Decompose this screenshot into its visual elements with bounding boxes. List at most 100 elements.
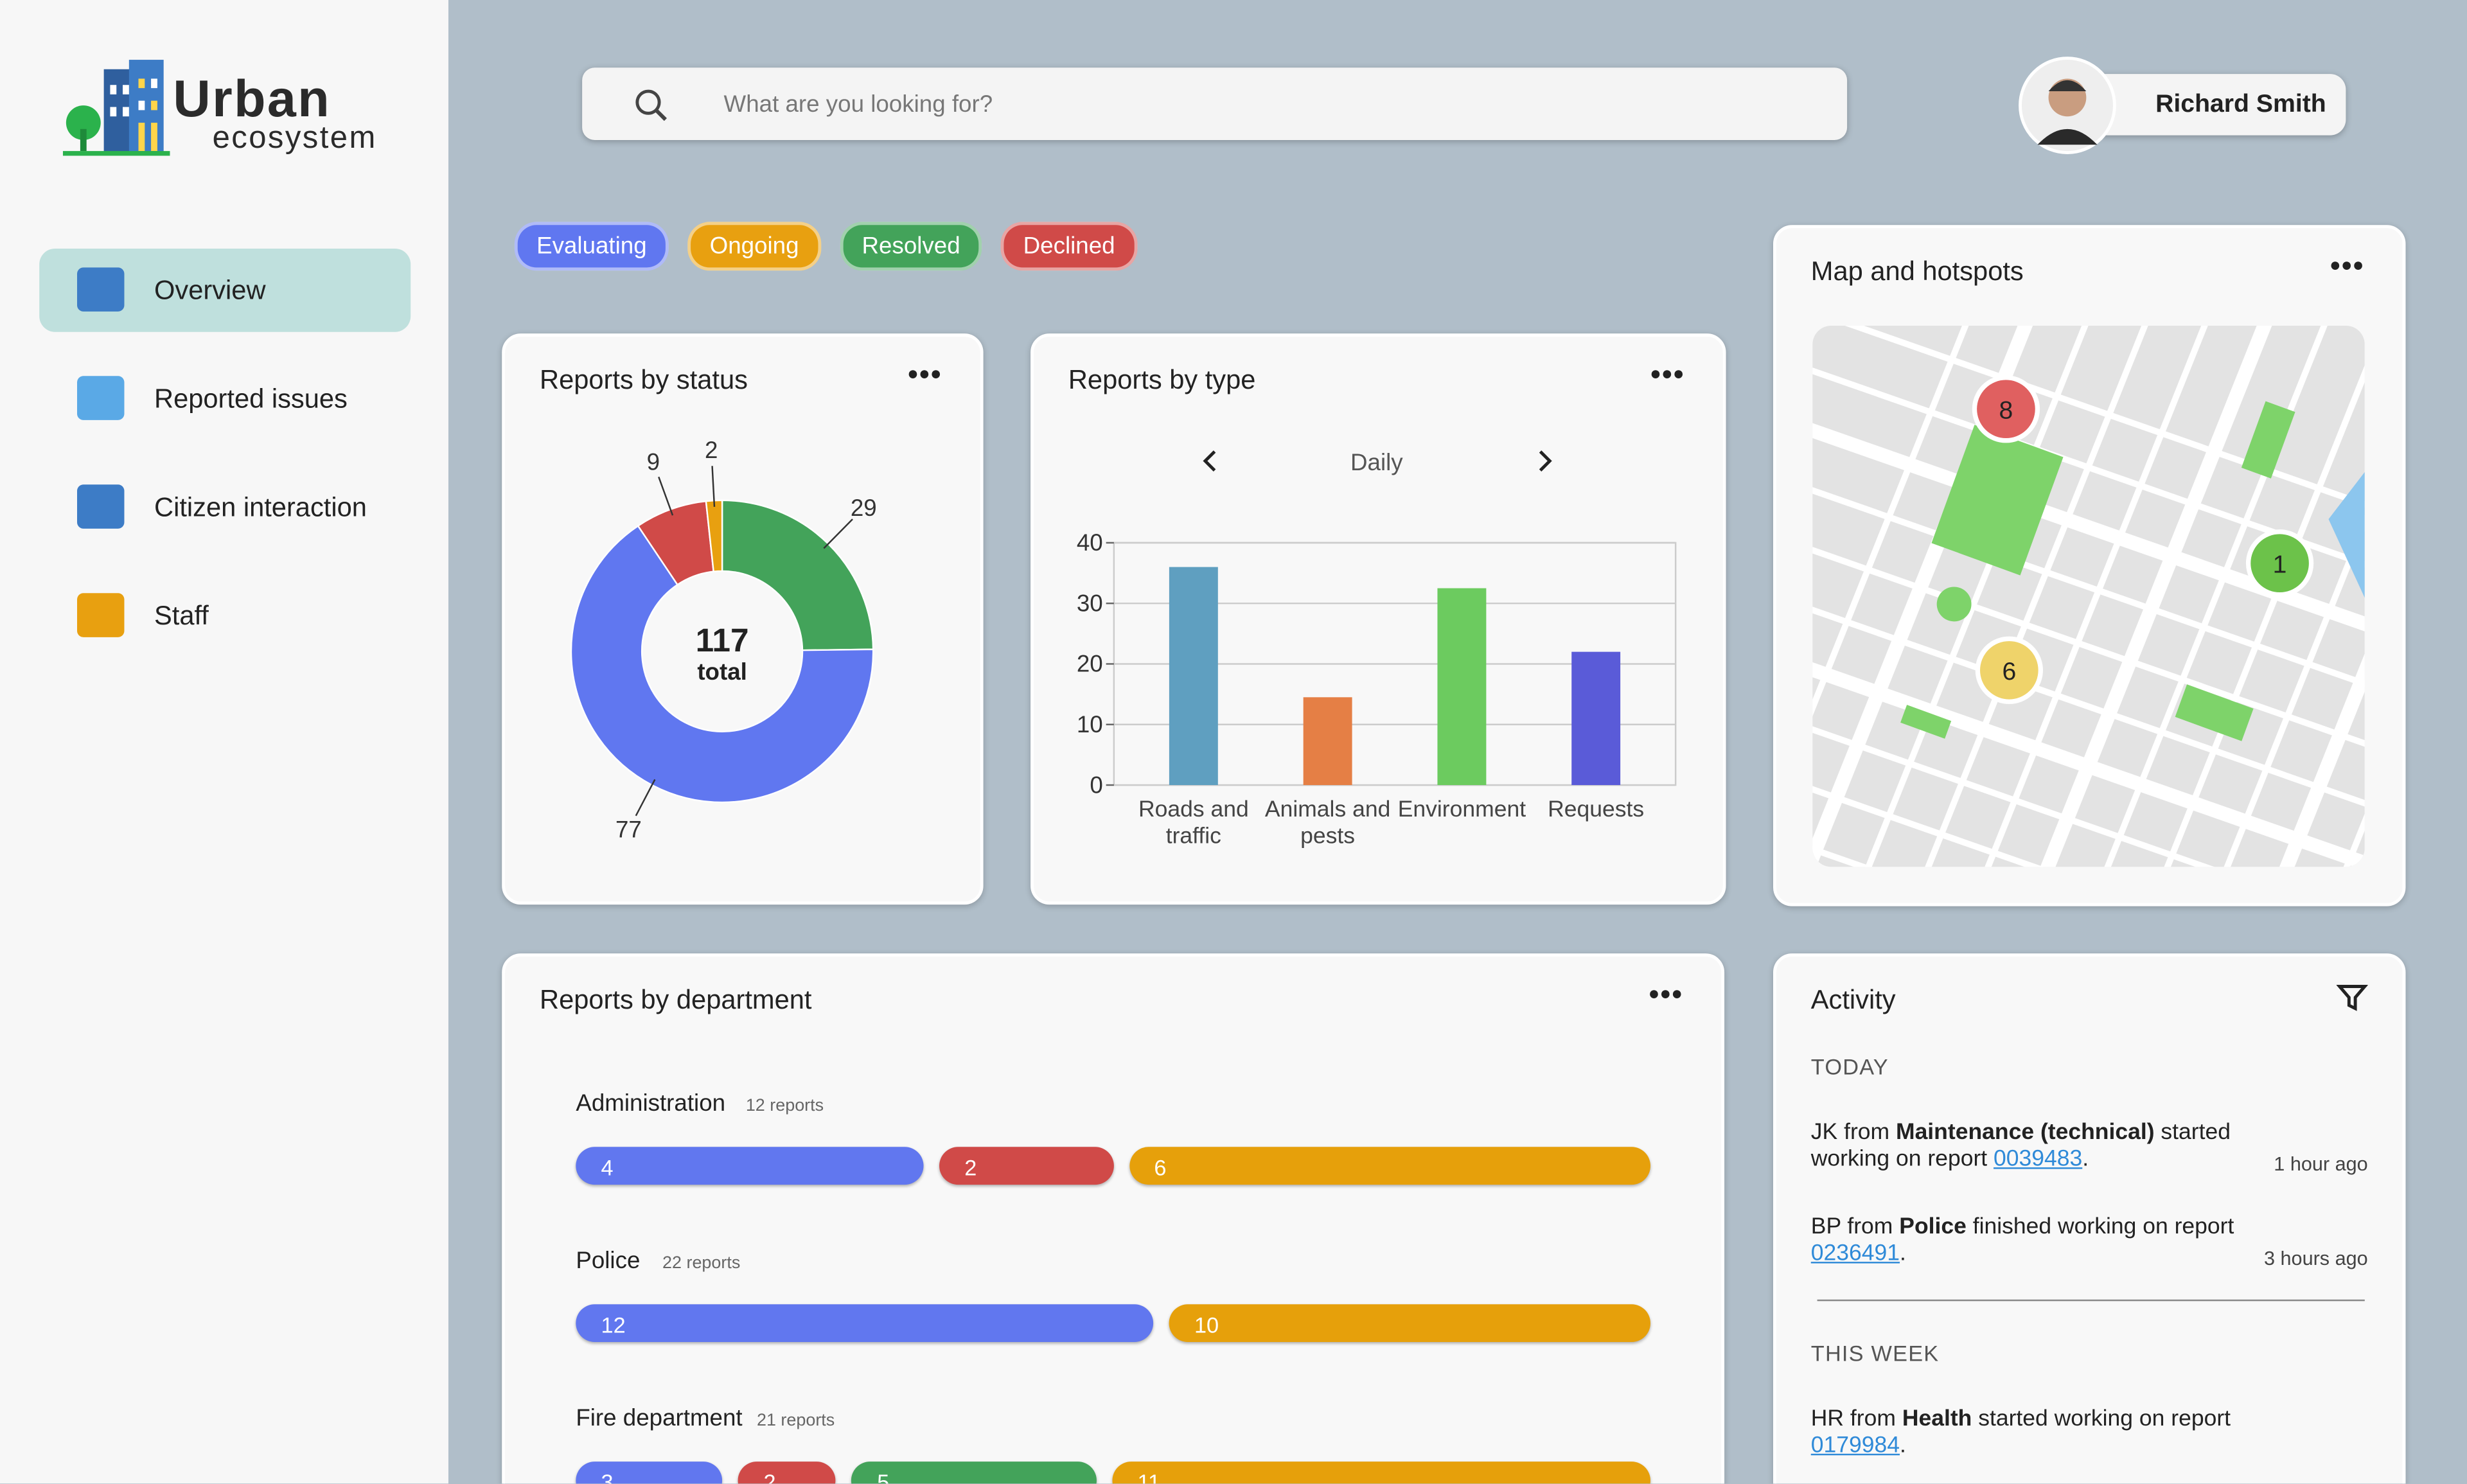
segment-label: 6: [1154, 1154, 1167, 1180]
activity-item: HR from Health started working on report…: [1811, 1406, 2259, 1460]
donut-slice: [721, 499, 874, 651]
y-tick-label: 20: [1077, 651, 1103, 677]
park: [1900, 705, 1952, 739]
bar: [1169, 567, 1218, 786]
hotspot-label: 1: [2273, 551, 2287, 578]
street: [1778, 897, 2407, 1117]
nav-icon: [77, 376, 125, 420]
group-label: TODAY: [1810, 1054, 1889, 1080]
prev-arrow[interactable]: [1203, 450, 1216, 472]
park: [2175, 684, 2254, 741]
report-link[interactable]: 0039483: [1994, 1147, 2083, 1172]
hotspot[interactable]: [1972, 375, 2040, 443]
y-tick-label: 0: [1090, 772, 1102, 798]
street: [1812, 534, 2365, 762]
nav-item[interactable]: Staff: [39, 574, 411, 658]
slice-label: 2: [705, 437, 718, 463]
filter-chip[interactable]: Evaluating: [514, 222, 669, 271]
period: Daily: [1350, 449, 1403, 475]
search-placeholder: What are you looking for?: [723, 91, 993, 118]
segment: 10: [1169, 1304, 1650, 1342]
street: [1847, 325, 2105, 867]
nav-label: Staff: [154, 601, 209, 632]
leader-line: [823, 518, 853, 549]
street: [1907, 325, 2165, 867]
nav-item[interactable]: Overview: [39, 248, 411, 332]
segment-label: 5: [877, 1469, 890, 1484]
filter-chip[interactable]: Declined: [1001, 222, 1137, 271]
street: [1812, 834, 2365, 867]
segment-label: 3: [601, 1469, 614, 1484]
bar: [1571, 651, 1621, 786]
segment-label: 12: [601, 1312, 626, 1338]
street: [1812, 325, 1986, 867]
next-arrow[interactable]: [1539, 450, 1552, 472]
donut-total: 117: [696, 621, 749, 658]
segment: 4: [576, 1147, 924, 1185]
activity-text: Maintenance (technical): [1895, 1120, 2155, 1145]
filters: Evaluating Ongoing Resolved Declined: [514, 222, 1156, 271]
filter-chip[interactable]: Ongoing: [687, 222, 821, 271]
street: [1812, 651, 2365, 867]
segment: 5: [852, 1462, 1097, 1484]
street: [1812, 475, 2365, 702]
hotspot[interactable]: [1975, 636, 2044, 704]
leader-line: [711, 466, 716, 507]
y-tick-label: 10: [1077, 711, 1103, 738]
street: [2086, 325, 2344, 867]
hotspot[interactable]: [2245, 529, 2314, 597]
brand-title: Urban: [173, 69, 332, 128]
street: [2022, 325, 2288, 867]
department-name: Administration: [576, 1090, 726, 1117]
menu[interactable]: •••: [1649, 978, 1684, 1011]
hotspot-label: 8: [1999, 396, 2013, 424]
report-link[interactable]: 0179984: [1810, 1433, 1900, 1459]
activity-text: started working on report: [1972, 1406, 2231, 1432]
leader-line: [635, 779, 656, 817]
segment: 3: [576, 1462, 723, 1484]
report-link[interactable]: 0236491: [1810, 1241, 1900, 1267]
segment: 2: [738, 1462, 836, 1484]
x-tick-label: Roads and traffic: [1138, 797, 1249, 850]
filter-chip[interactable]: Resolved: [840, 222, 982, 271]
nav-item[interactable]: Reported issues: [39, 357, 411, 441]
activity-text: .: [1900, 1433, 1906, 1459]
street: [1967, 325, 2225, 867]
nav-label: Citizen interaction: [154, 492, 367, 523]
donut-slice: [570, 524, 874, 804]
card-title: Reports by department: [540, 985, 812, 1015]
department-count: 21 reports: [756, 1411, 835, 1431]
nav-label: Overview: [154, 275, 266, 306]
search-bar[interactable]: What are you looking for?: [582, 67, 1848, 140]
activity-text: .: [2082, 1147, 2089, 1172]
street: [1778, 957, 2407, 1177]
street: [1812, 714, 2365, 867]
park: [2241, 401, 2295, 479]
segment: 2: [939, 1147, 1113, 1185]
activity-item: BP from Police finished working on repor…: [1811, 1215, 2259, 1268]
park: [1936, 587, 1972, 622]
activity-card: Activity TODAY JK from Maintenance (techn…: [1773, 953, 2406, 1484]
menu[interactable]: •••: [908, 358, 942, 391]
y-tick-label: 40: [1077, 529, 1103, 556]
filter-icon[interactable]: [2336, 982, 2368, 1013]
logo-icon: [62, 60, 170, 156]
park: [1931, 425, 2064, 576]
y-tick-label: 30: [1077, 590, 1103, 616]
segment-label: 2: [763, 1469, 776, 1484]
slice-label: 9: [647, 449, 660, 475]
menu[interactable]: •••: [1650, 358, 1685, 391]
slice-label: 29: [851, 495, 877, 521]
nav-label: Reported issues: [154, 384, 348, 414]
x-tick-label: Animals and pests: [1264, 797, 1391, 850]
card-title: Activity: [1810, 985, 1896, 1015]
nav-icon: [77, 267, 125, 312]
menu[interactable]: •••: [2330, 250, 2365, 282]
nav-item[interactable]: Citizen interaction: [39, 466, 411, 549]
sidebar: Urban ecosystem Overview Reported issues C…: [0, 0, 448, 1484]
brand-subtitle: ecosystem: [212, 121, 377, 156]
street: [2262, 325, 2365, 867]
x-tick-label: Requests: [1548, 797, 1645, 823]
